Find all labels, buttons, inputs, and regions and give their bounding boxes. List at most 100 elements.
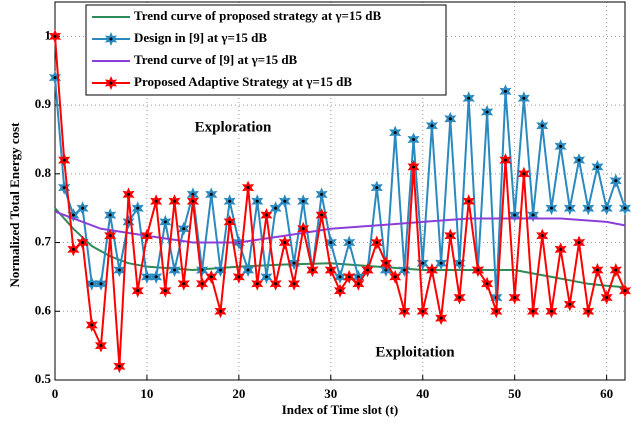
point-marker [609, 173, 622, 188]
point-marker [260, 208, 273, 223]
marker-center [338, 275, 342, 279]
marker-center [218, 309, 222, 313]
point-marker [67, 242, 80, 257]
marker-center [485, 110, 489, 114]
marker-center [605, 296, 609, 300]
marker-center [228, 220, 232, 224]
point-marker [545, 304, 558, 319]
point-marker [324, 263, 337, 277]
marker-center [274, 206, 278, 210]
marker-center [458, 296, 462, 300]
y-tick-label: 0.7 [35, 234, 52, 249]
point-marker [444, 228, 457, 243]
point-marker [223, 194, 236, 209]
point-marker [536, 228, 549, 243]
point-marker [591, 159, 604, 174]
point-marker [398, 263, 411, 277]
marker-center [549, 309, 553, 313]
marker-center [559, 247, 563, 251]
marker-center [384, 261, 388, 265]
marker-center [531, 213, 535, 217]
point-marker [177, 221, 190, 236]
marker-center [393, 131, 397, 135]
point-marker [85, 318, 98, 332]
point-marker [453, 290, 466, 305]
marker-center [136, 289, 140, 293]
legend-label: Trend curve of [9] at γ=15 dB [134, 52, 298, 67]
point-marker [600, 201, 613, 216]
marker-center [402, 309, 406, 313]
marker-center [292, 261, 296, 265]
point-marker [67, 208, 80, 223]
marker-center [145, 234, 149, 238]
marker-center [476, 268, 480, 272]
series-line [54, 210, 626, 244]
point-marker [140, 269, 153, 284]
point-marker [462, 91, 475, 106]
marker-center [448, 234, 452, 238]
x-tick-label: 30 [324, 386, 337, 401]
marker-center [163, 220, 167, 224]
point-marker [379, 256, 392, 271]
point-marker [618, 201, 632, 216]
marker-center [467, 96, 471, 100]
point-marker [85, 276, 98, 291]
marker-center [586, 309, 590, 313]
point-marker [527, 304, 540, 319]
marker-center [108, 234, 112, 238]
point-marker [333, 269, 347, 284]
marker-center [264, 275, 268, 279]
point-marker [104, 228, 117, 243]
point-marker [453, 256, 466, 271]
point-marker [508, 208, 521, 223]
marker-center [522, 96, 526, 100]
point-marker [315, 187, 328, 202]
point-marker [131, 201, 144, 216]
point-marker [508, 290, 521, 305]
marker-center [53, 34, 57, 38]
marker-center [173, 268, 177, 272]
point-marker [490, 304, 503, 319]
point-marker [416, 304, 429, 319]
marker-center [375, 186, 379, 190]
marker-center [430, 124, 434, 128]
marker-center [329, 241, 333, 245]
marker-center [448, 117, 452, 121]
marker-center [182, 282, 186, 286]
point-marker [223, 214, 236, 229]
point-marker [600, 290, 613, 305]
marker-center [439, 316, 443, 320]
point-marker [159, 214, 172, 229]
point-marker [517, 91, 530, 106]
marker-center [209, 275, 213, 279]
point-marker [48, 70, 62, 85]
marker-center [173, 199, 177, 203]
marker-center [191, 199, 195, 203]
point-marker [527, 208, 540, 223]
marker-center [430, 268, 434, 272]
x-tick-label: 50 [508, 386, 521, 401]
marker-center [467, 199, 471, 203]
point-marker [58, 153, 71, 168]
x-axis-label: Index of Time slot (t) [282, 402, 399, 417]
point-marker [536, 118, 549, 133]
point-marker [242, 263, 255, 277]
marker-center [90, 323, 94, 327]
y-tick-label: 0.5 [35, 371, 52, 386]
y-tick-label: 0.8 [35, 165, 52, 180]
marker-center [127, 192, 131, 196]
marker-center [246, 268, 250, 272]
point-marker [104, 208, 117, 223]
marker-center [605, 206, 609, 210]
point-marker [140, 228, 153, 243]
marker-center [117, 364, 121, 368]
marker-center [375, 241, 379, 245]
marker-center [117, 268, 121, 272]
y-tick-label: 1 [45, 27, 52, 42]
legend-marker-center [109, 81, 113, 85]
point-marker [582, 201, 595, 216]
point-marker [58, 180, 71, 195]
point-marker [333, 283, 347, 298]
marker-center [301, 227, 305, 231]
